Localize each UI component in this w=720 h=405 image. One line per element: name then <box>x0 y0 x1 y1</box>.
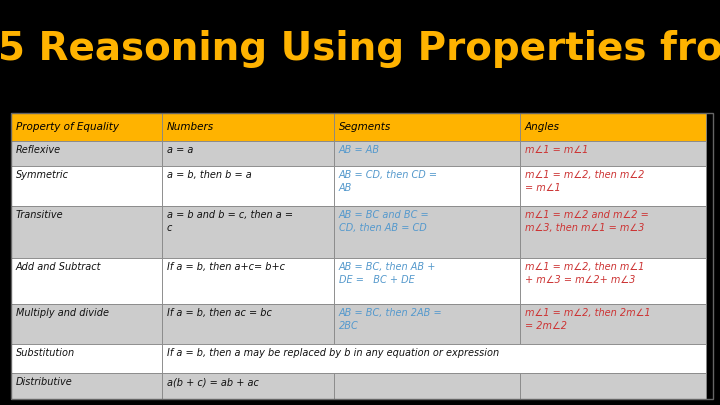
Bar <box>162 258 334 304</box>
Text: 2.5 Reasoning Using Properties from: 2.5 Reasoning Using Properties from <box>0 30 720 68</box>
Bar <box>520 141 706 166</box>
Bar <box>520 304 706 344</box>
Text: AB = BC and BC =
CD, then AB = CD: AB = BC and BC = CD, then AB = CD <box>339 210 429 233</box>
Bar <box>11 206 162 258</box>
Text: AB = AB: AB = AB <box>339 145 380 155</box>
Bar <box>11 344 162 373</box>
Bar <box>162 206 334 258</box>
Text: If a = b, then a may be replaced by b in any equation or expression: If a = b, then a may be replaced by b in… <box>167 348 499 358</box>
Bar <box>520 113 706 141</box>
Bar <box>162 113 334 141</box>
Text: a = b and b = c, then a =
c: a = b and b = c, then a = c <box>167 210 293 233</box>
Text: AB = BC, then 2AB =
2BC: AB = BC, then 2AB = 2BC <box>339 308 442 331</box>
Bar <box>11 141 162 166</box>
Bar <box>11 373 162 399</box>
Bar <box>162 304 334 344</box>
Bar <box>162 373 334 399</box>
Text: AB = BC, then AB +
DE =   BC + DE: AB = BC, then AB + DE = BC + DE <box>339 262 436 285</box>
Bar <box>11 258 162 304</box>
Bar <box>334 258 520 304</box>
Bar <box>334 166 520 206</box>
Text: Numbers: Numbers <box>167 122 214 132</box>
Text: Substitution: Substitution <box>16 348 75 358</box>
Text: Multiply and divide: Multiply and divide <box>16 308 109 318</box>
Bar <box>520 206 706 258</box>
Bar <box>162 344 706 373</box>
Bar <box>520 258 706 304</box>
Text: m∠1 = m∠2, then m∠2
= m∠1: m∠1 = m∠2, then m∠2 = m∠1 <box>525 170 644 194</box>
Bar <box>11 304 162 344</box>
Bar <box>162 141 334 166</box>
Text: Symmetric: Symmetric <box>16 170 69 180</box>
Text: If a = b, then ac = bc: If a = b, then ac = bc <box>167 308 271 318</box>
Text: m∠1 = m∠2, then 2m∠1
= 2m∠2: m∠1 = m∠2, then 2m∠1 = 2m∠2 <box>525 308 650 331</box>
Text: If a = b, then a+c= b+c: If a = b, then a+c= b+c <box>167 262 285 272</box>
Text: a = b, then b = a: a = b, then b = a <box>167 170 251 180</box>
Text: a = a: a = a <box>167 145 193 155</box>
Text: Transitive: Transitive <box>16 210 63 220</box>
Text: m∠1 = m∠1: m∠1 = m∠1 <box>525 145 588 155</box>
Text: Angles: Angles <box>525 122 559 132</box>
Bar <box>11 113 713 399</box>
Bar <box>334 113 520 141</box>
Text: m∠1 = m∠2, then m∠1
+ m∠3 = m∠2+ m∠3: m∠1 = m∠2, then m∠1 + m∠3 = m∠2+ m∠3 <box>525 262 644 285</box>
Text: Distributive: Distributive <box>16 377 73 387</box>
Bar <box>334 373 520 399</box>
Text: Reflexive: Reflexive <box>16 145 61 155</box>
Text: Add and Subtract: Add and Subtract <box>16 262 102 272</box>
Bar <box>11 166 162 206</box>
Bar <box>334 206 520 258</box>
Text: AB = CD, then CD =
AB: AB = CD, then CD = AB <box>339 170 438 194</box>
Bar <box>162 166 334 206</box>
Text: Segments: Segments <box>339 122 391 132</box>
Text: Property of Equality: Property of Equality <box>16 122 119 132</box>
Bar <box>11 113 162 141</box>
Bar <box>334 141 520 166</box>
Text: a(b + c) = ab + ac: a(b + c) = ab + ac <box>167 377 258 387</box>
Bar <box>520 373 706 399</box>
Text: m∠1 = m∠2 and m∠2 =
m∠3, then m∠1 = m∠3: m∠1 = m∠2 and m∠2 = m∠3, then m∠1 = m∠3 <box>525 210 649 233</box>
Bar <box>334 304 520 344</box>
Bar <box>520 166 706 206</box>
